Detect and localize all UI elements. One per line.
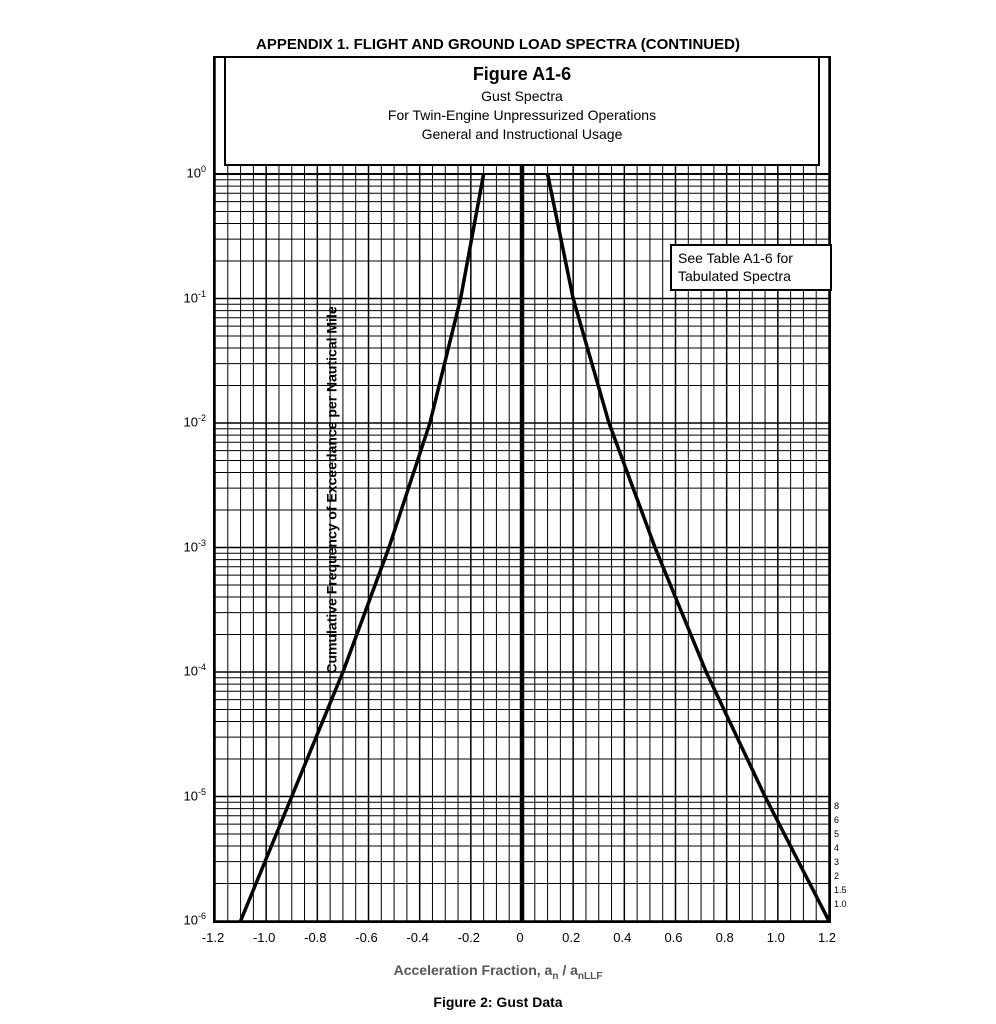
appendix-title: APPENDIX 1. FLIGHT AND GROUND LOAD SPECT… [0, 36, 996, 53]
figure-id: Figure A1-6 [226, 64, 818, 85]
x-tick-label: 0 [516, 930, 523, 945]
figure-title-box: Figure A1-6 Gust Spectra For Twin-Engine… [224, 56, 820, 166]
y-tick-label: 10-5 [166, 787, 206, 803]
x-tick-label: -1.2 [202, 930, 224, 945]
x-tick-label: -0.6 [355, 930, 377, 945]
x-tick-label: 0.2 [562, 930, 580, 945]
log-scale-digit: 1.5 [834, 885, 847, 895]
log-scale-digit: 3 [834, 857, 839, 867]
log-scale-digit: 1.0 [834, 899, 847, 909]
y-axis-label: Cumulative Frequency of Exceedance per N… [324, 306, 340, 673]
y-tick-label: 10-4 [166, 662, 206, 678]
x-axis-label: Acceleration Fraction, an / anLLF [0, 962, 996, 982]
x-tick-label: 1.2 [818, 930, 836, 945]
log-scale-digit: 6 [834, 815, 839, 825]
x-tick-label: 0.4 [613, 930, 631, 945]
y-tick-label: 10-1 [166, 289, 206, 305]
x-tick-label: -0.2 [458, 930, 480, 945]
page: APPENDIX 1. FLIGHT AND GROUND LOAD SPECT… [0, 0, 996, 1024]
figure-subtitle-1: Gust Spectra [226, 87, 818, 106]
log-scale-digit: 5 [834, 829, 839, 839]
x-tick-label: -0.8 [304, 930, 326, 945]
log-scale-digit: 4 [834, 843, 839, 853]
y-tick-label: 100 [166, 164, 206, 180]
x-tick-label: -0.4 [406, 930, 428, 945]
figure-subtitle-3: General and Instructional Usage [226, 125, 818, 144]
x-tick-label: 0.6 [664, 930, 682, 945]
figure-subtitle-2: For Twin-Engine Unpressurized Operations [226, 106, 818, 125]
x-tick-label: 1.0 [767, 930, 785, 945]
y-tick-label: 10-6 [166, 911, 206, 927]
note-line-1: See Table A1-6 for [678, 250, 793, 266]
x-tick-label: -1.0 [253, 930, 275, 945]
figure-caption: Figure 2: Gust Data [0, 994, 996, 1010]
y-tick-label: 10-3 [166, 538, 206, 554]
note-line-2: Tabulated Spectra [678, 268, 791, 284]
x-tick-label: 0.8 [716, 930, 734, 945]
y-tick-label: 10-2 [166, 413, 206, 429]
log-scale-digit: 8 [834, 801, 839, 811]
chart-svg [215, 58, 829, 921]
chart-plot-area [213, 56, 831, 923]
log-scale-digit: 2 [834, 871, 839, 881]
note-box: See Table A1-6 for Tabulated Spectra [670, 244, 832, 291]
